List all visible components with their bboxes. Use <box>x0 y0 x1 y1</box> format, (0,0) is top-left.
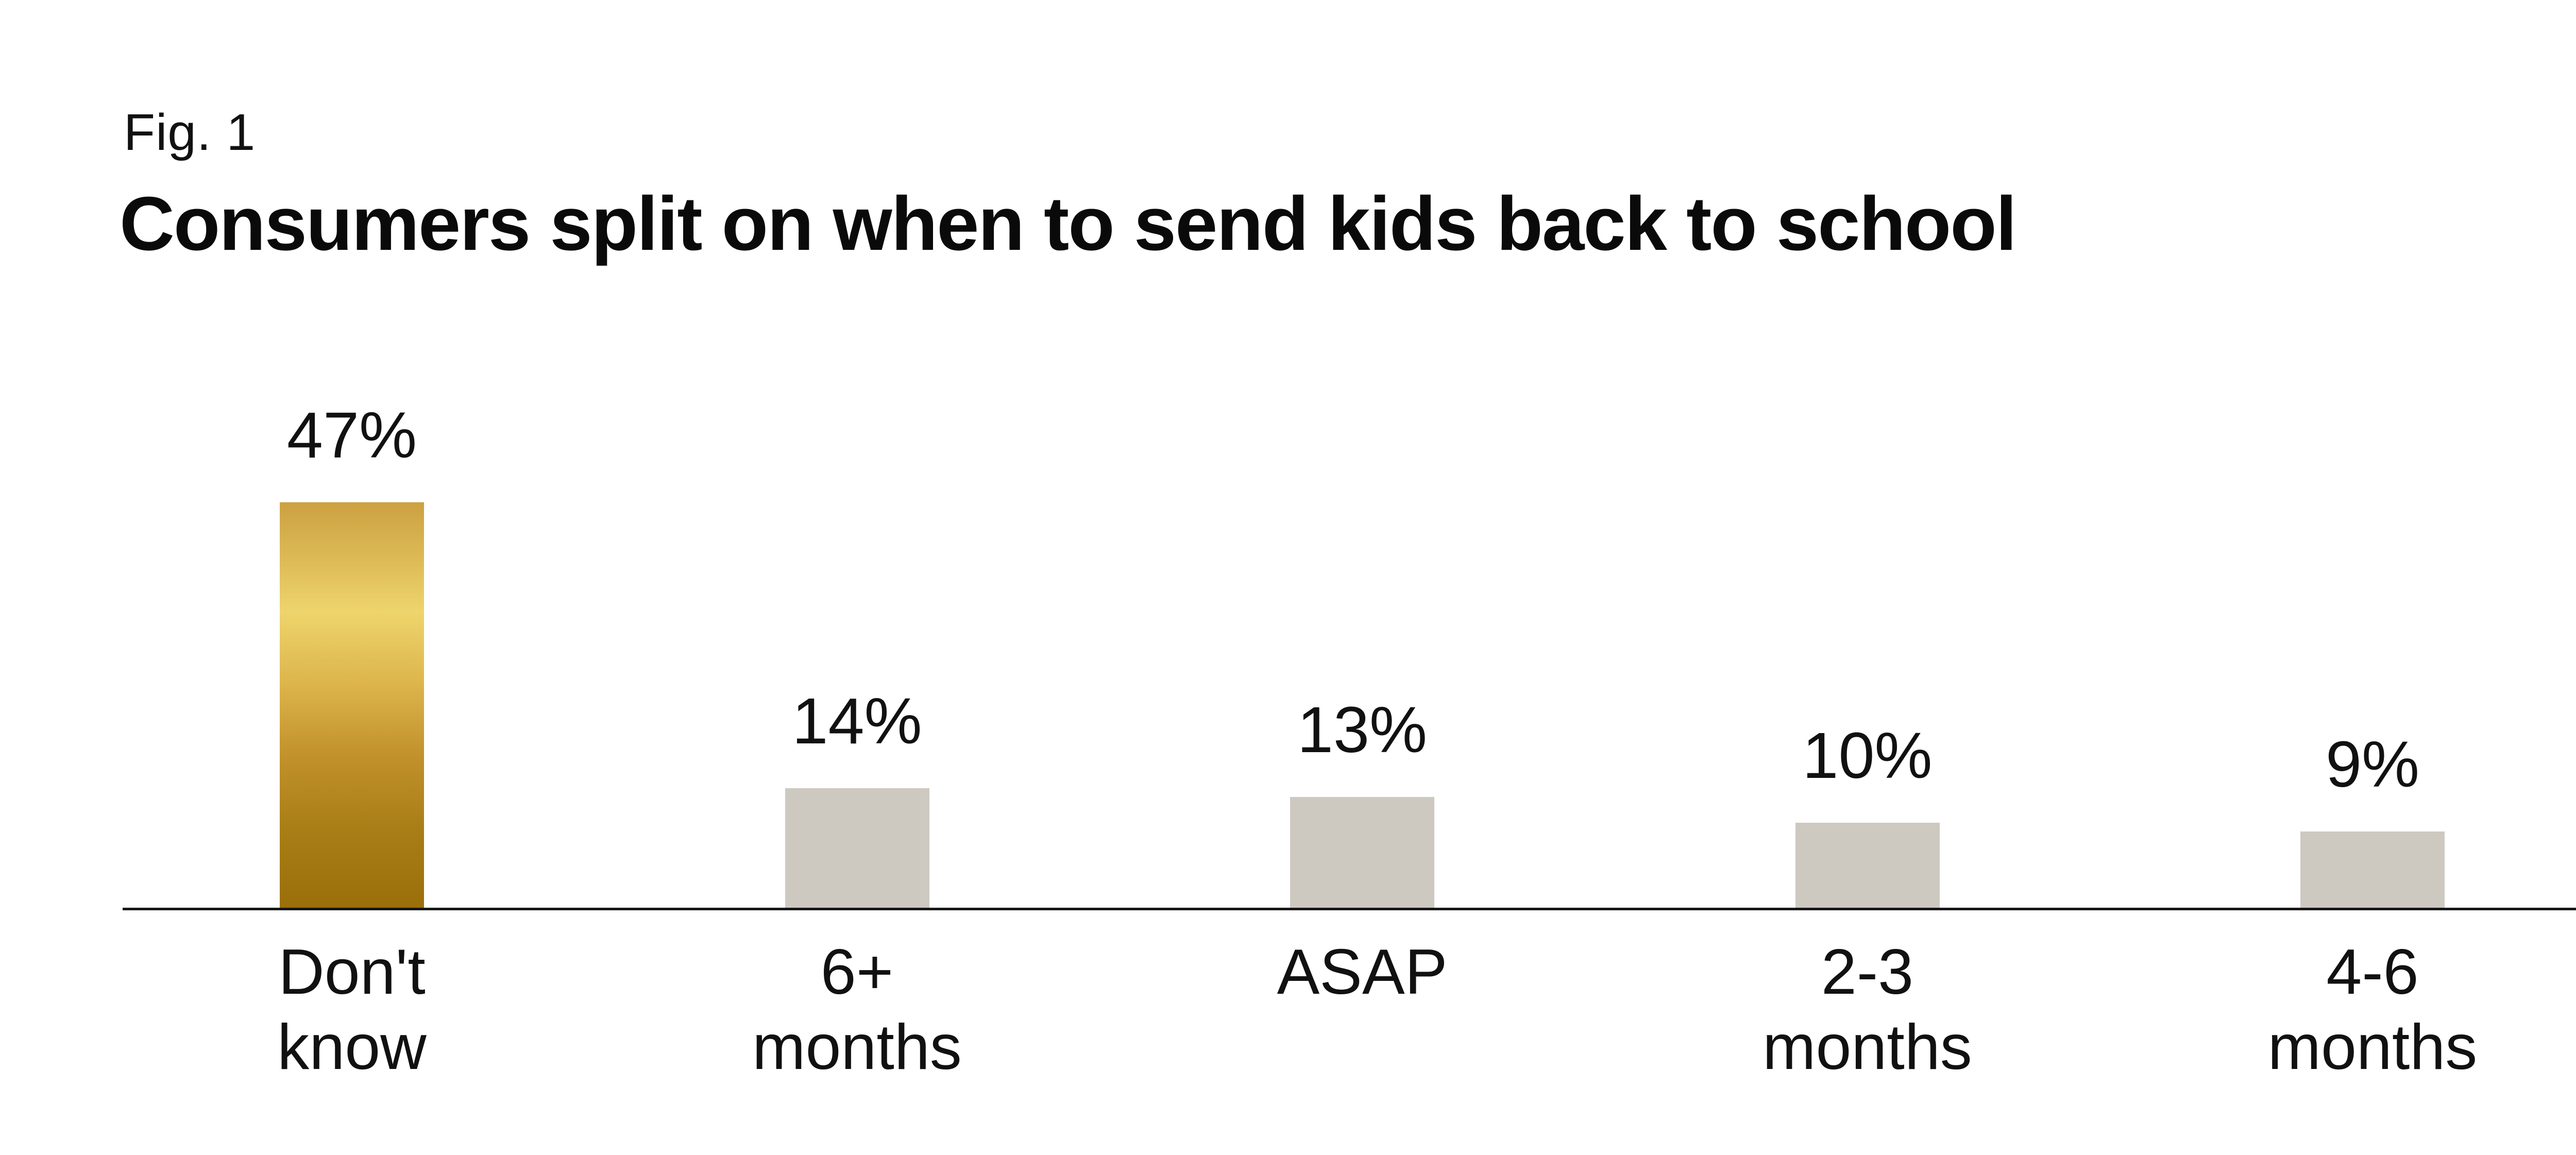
figure-number: Fig. 1 <box>124 104 256 161</box>
bar-value-label: 14% <box>792 685 922 757</box>
bar-highlight <box>280 502 424 909</box>
bar-value-label: 9% <box>2325 728 2420 801</box>
bar <box>2300 831 2445 909</box>
chart-title: Consumers split on when to send kids bac… <box>120 181 2017 266</box>
bar-category-label: 6+ months <box>752 937 962 1083</box>
bar-value-label: 13% <box>1297 693 1428 766</box>
bar-value-label: 47% <box>286 399 417 471</box>
bar-category-label: Don't know <box>277 937 427 1083</box>
bar-value-label: 10% <box>1802 719 1933 792</box>
bar <box>785 788 929 909</box>
bar-category-label: ASAP <box>1277 937 1448 1008</box>
bar <box>1290 797 1434 909</box>
x-axis-line <box>123 908 2576 910</box>
bar-category-label: 2-3 months <box>1762 937 1972 1083</box>
bar-category-label: 4-6 months <box>2267 937 2478 1083</box>
bar <box>1795 823 1940 909</box>
